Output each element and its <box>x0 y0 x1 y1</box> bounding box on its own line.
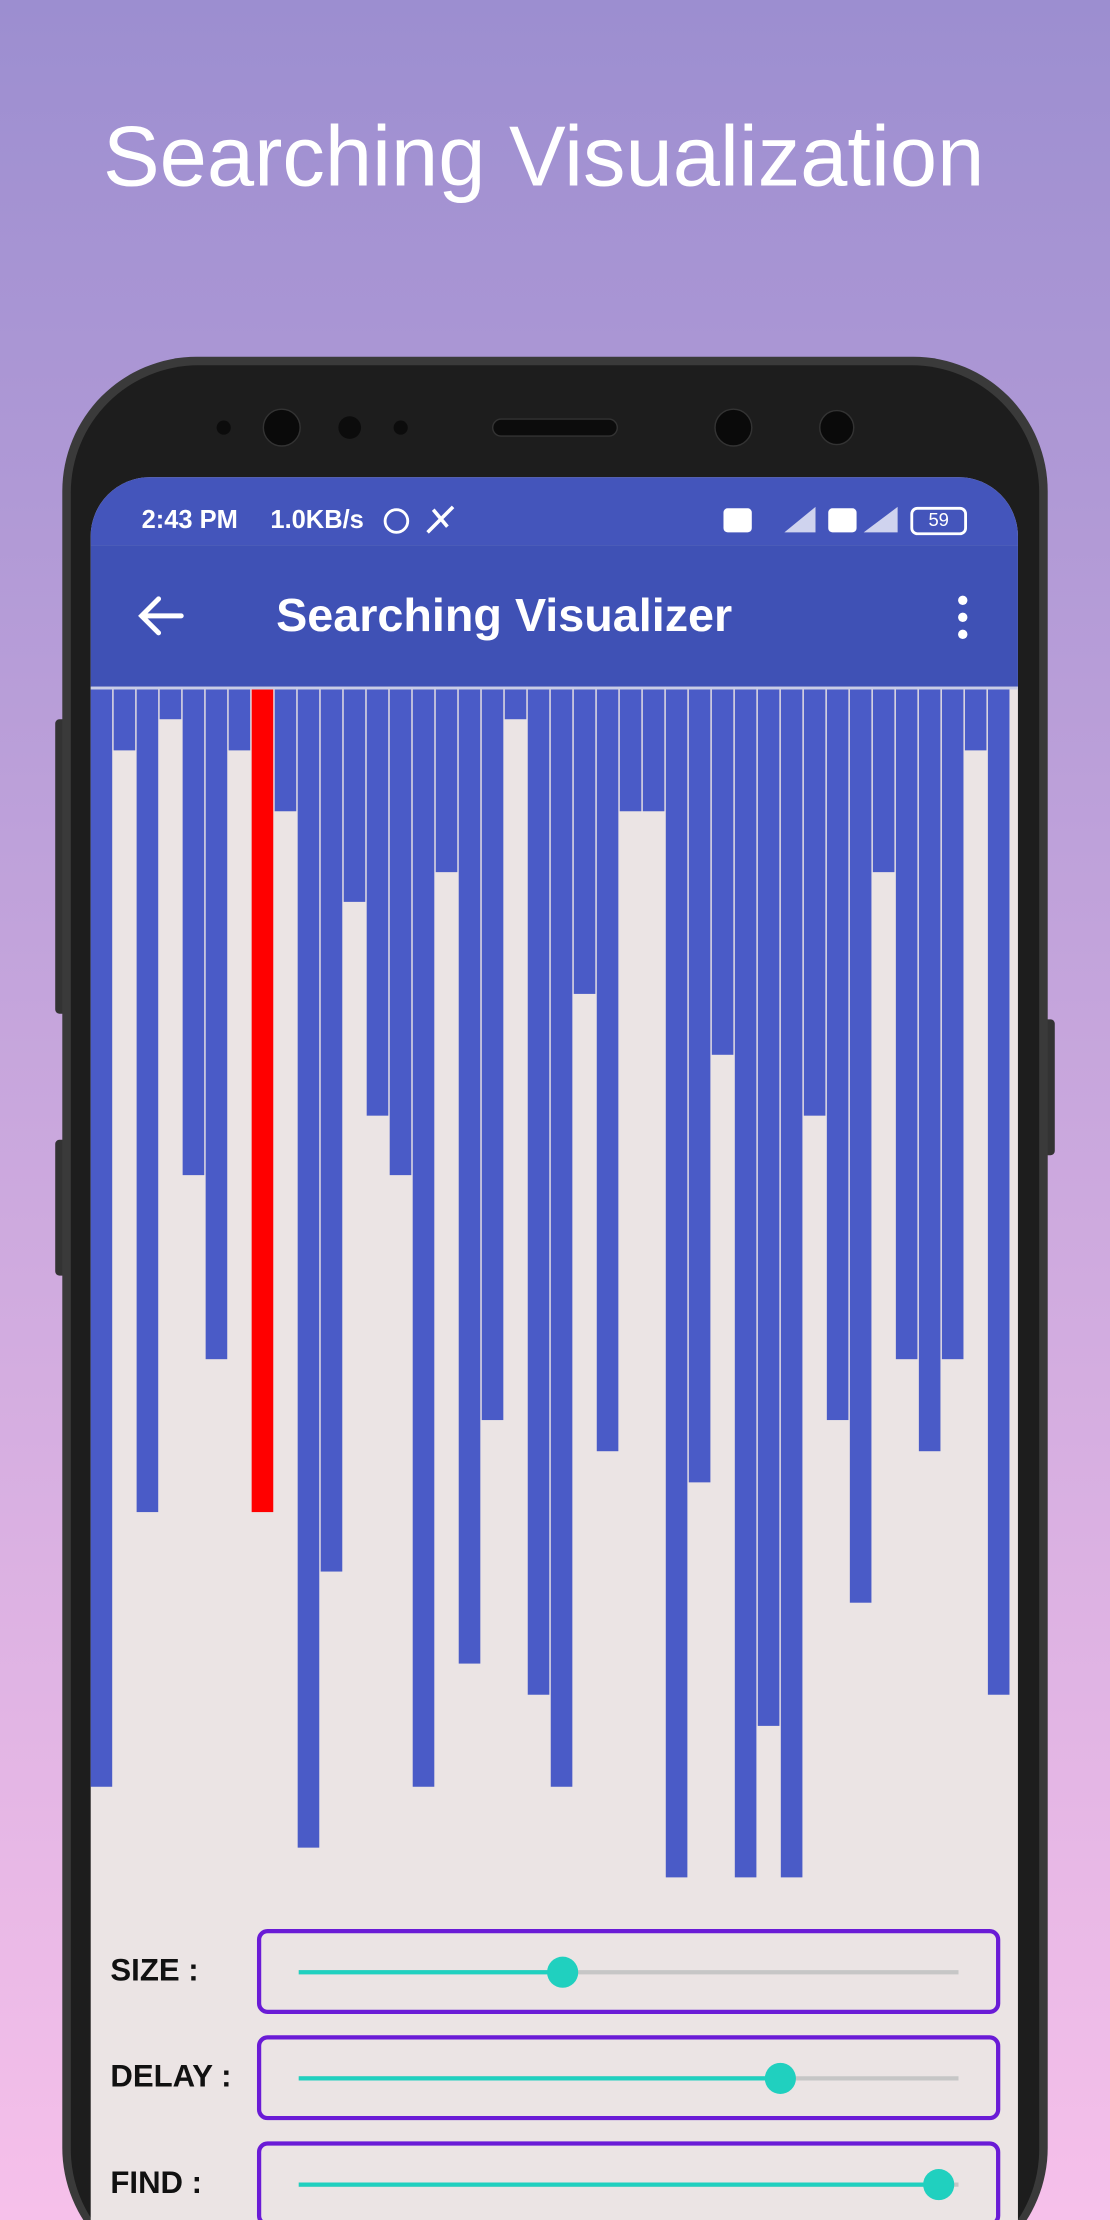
slider-box <box>256 1929 1001 2014</box>
status-time: 2:43 PM <box>142 506 238 534</box>
bar <box>297 689 320 1848</box>
slider[interactable] <box>256 2141 1001 2220</box>
bar <box>113 689 136 751</box>
bar <box>642 689 665 812</box>
volte-icon <box>828 508 857 533</box>
toolbar <box>90 545 1018 687</box>
bar <box>182 689 205 1176</box>
bar <box>895 689 918 1360</box>
bar <box>90 689 113 1787</box>
divider <box>90 686 1018 690</box>
bar <box>251 689 274 1513</box>
promo-title: Searching Visualization <box>103 108 984 203</box>
bar <box>481 689 504 1421</box>
bar <box>320 689 343 1572</box>
battery-icon <box>910 506 968 536</box>
bar <box>504 689 527 720</box>
bar <box>987 689 1010 1695</box>
status-bar <box>90 477 1018 546</box>
bar <box>435 689 458 873</box>
bar <box>274 689 297 812</box>
toolbar-title: Searching Visualizer <box>276 589 732 641</box>
slider-thumb[interactable] <box>764 2062 796 2094</box>
camera <box>262 408 301 447</box>
menu-button[interactable] <box>958 595 968 639</box>
bar <box>964 689 987 751</box>
bar <box>228 689 251 751</box>
slider-box <box>256 2035 1001 2121</box>
alarm-icon <box>383 508 410 534</box>
slider-thumb[interactable] <box>923 2169 955 2201</box>
bar <box>803 689 826 1116</box>
camera <box>819 409 855 446</box>
screen <box>90 477 1018 2220</box>
menu-dot <box>958 595 968 605</box>
bar <box>366 689 389 1116</box>
control-label: DELAY : <box>110 2059 231 2094</box>
sensor <box>216 420 231 435</box>
bar <box>573 689 596 994</box>
speaker <box>491 418 619 437</box>
bar <box>780 689 803 1878</box>
controls: SIZE : DELAY : FIND : <box>110 1929 1001 2220</box>
bar <box>527 689 550 1695</box>
bar <box>872 689 895 873</box>
mute-icon <box>426 505 455 534</box>
slider-thumb[interactable] <box>547 1956 579 1988</box>
back-button[interactable] <box>138 596 184 636</box>
bar <box>757 689 780 1726</box>
bar <box>458 689 481 1664</box>
menu-dot <box>958 629 968 639</box>
bar <box>918 689 941 1452</box>
bar <box>619 689 642 812</box>
bar <box>734 689 757 1878</box>
bar <box>550 689 573 1787</box>
bar <box>159 689 182 720</box>
control-label: SIZE : <box>110 1952 198 1987</box>
sensor <box>338 416 362 439</box>
bar <box>688 689 711 1483</box>
bar <box>826 689 849 1421</box>
bar <box>596 689 619 1452</box>
bar <box>389 689 412 1176</box>
signal-icon <box>863 506 898 533</box>
bars <box>90 689 1010 1878</box>
control-label: FIND : <box>110 2165 202 2200</box>
battery-level: 59 <box>928 509 948 530</box>
bar <box>205 689 228 1360</box>
camera <box>714 408 753 447</box>
bar <box>941 689 964 1360</box>
bar <box>849 689 872 1603</box>
bar <box>711 689 734 1055</box>
signal-icon <box>784 506 816 533</box>
volte-icon <box>723 508 752 533</box>
bar <box>665 689 688 1878</box>
bar <box>412 689 435 1787</box>
slider[interactable] <box>256 1929 1001 2014</box>
sensor <box>393 420 408 435</box>
bar <box>136 689 159 1513</box>
menu-dot <box>958 612 968 622</box>
slider[interactable] <box>256 2035 1001 2121</box>
status-speed: 1.0KB/s <box>270 506 363 534</box>
slider-box <box>256 2141 1001 2220</box>
bar <box>343 689 366 902</box>
